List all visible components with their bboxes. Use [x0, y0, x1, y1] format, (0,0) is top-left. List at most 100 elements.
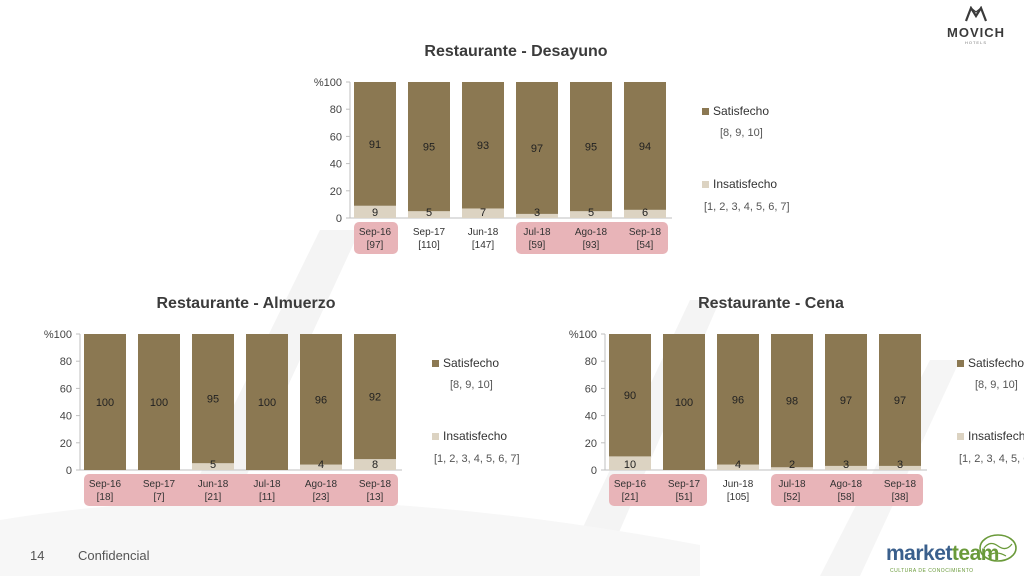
movich-emblem-icon	[964, 5, 988, 22]
data-label-satisfecho: 100	[258, 397, 276, 409]
bar-insatisfecho	[825, 465, 867, 470]
data-label-insatisfecho: 7	[480, 207, 486, 219]
data-label-insatisfecho: 5	[210, 459, 216, 471]
data-label-insatisfecho: 6	[642, 207, 648, 219]
movich-logo-sub: HOTELS	[964, 40, 987, 45]
legend-label-satisfecho: Satisfecho	[968, 356, 1024, 370]
chart-almuerzo: Restaurante - Almuerzo 0 20 40 60 80 %100 100 Se…	[30, 292, 520, 512]
data-label-satisfecho: 100	[96, 397, 114, 409]
chart-svg: 0 20 40 60 80 %100 91 9 Sep-16 [97] 95 5 Sep-17 [110]…	[314, 77, 790, 251]
y-tick-label: %100	[569, 329, 597, 341]
legend-swatch-satisfecho	[432, 360, 439, 367]
x-category-label: Jun-18	[198, 479, 229, 490]
x-sample-size-label: [52]	[784, 492, 801, 503]
bar-insatisfecho	[408, 211, 450, 218]
x-category-label: Sep-16	[89, 479, 122, 490]
legend-swatch-insatisfecho	[432, 433, 439, 440]
x-category-label: Jul-18	[778, 479, 806, 490]
bar-satisfecho	[354, 82, 396, 206]
category-highlight	[354, 222, 398, 254]
data-label-satisfecho: 100	[150, 397, 168, 409]
brain-icon	[979, 534, 1017, 562]
data-label-satisfecho: 96	[732, 394, 744, 406]
bar-insatisfecho	[516, 213, 558, 218]
data-label-satisfecho: 92	[369, 392, 381, 404]
bar-satisfecho	[663, 334, 705, 470]
x-sample-size-label: [51]	[676, 492, 693, 503]
x-category-label: Sep-18	[359, 479, 392, 490]
x-category-label: Sep-17	[668, 479, 701, 490]
data-label-insatisfecho: 3	[534, 207, 540, 219]
y-tick-label: 60	[60, 383, 72, 395]
chart-title: Restaurante - Desayuno	[424, 43, 608, 60]
x-sample-size-label: [18]	[97, 492, 114, 503]
data-label-satisfecho: 91	[369, 139, 381, 151]
data-label-satisfecho: 96	[315, 394, 327, 406]
x-sample-size-label: [13]	[367, 492, 384, 503]
bar-satisfecho	[138, 334, 180, 470]
y-tick-label: 60	[330, 131, 342, 143]
x-sample-size-label: [7]	[153, 492, 164, 503]
marketteam-logo-text-b: team	[951, 542, 1000, 565]
data-label-satisfecho: 94	[639, 141, 651, 153]
y-tick-label: 40	[330, 159, 342, 171]
legend-label-insatisfecho: Insatisfecho	[443, 429, 507, 443]
bar-satisfecho	[408, 82, 450, 212]
x-category-label: Ago-18	[305, 479, 338, 490]
legend-scale-satisfecho: [8, 9, 10]	[450, 379, 493, 391]
bar-satisfecho	[462, 82, 504, 209]
data-label-satisfecho: 97	[531, 143, 543, 155]
data-label-insatisfecho: 4	[735, 459, 741, 471]
x-category-label: Ago-18	[575, 227, 608, 238]
marketteam-logo-tagline: CULTURA DE CONOCIMIENTO	[890, 568, 974, 574]
page-number: 14	[30, 548, 45, 563]
y-tick-label: 40	[585, 411, 597, 423]
data-label-satisfecho: 95	[423, 142, 435, 154]
legend-scale-satisfecho: [8, 9, 10]	[975, 379, 1018, 391]
movich-logo-text: MOVICH	[947, 25, 1005, 40]
x-sample-size-label: [97]	[367, 240, 384, 251]
x-category-label: Sep-17	[413, 227, 446, 238]
data-label-insatisfecho: 10	[624, 459, 636, 471]
chart-svg: 0 20 40 60 80 %100 100 Sep-16 [18] 100 Sep-17 [7] 95…	[44, 329, 520, 503]
chart-desayuno: Restaurante - Desayuno 0 20 40 60 80 %100 91 9 Se…	[300, 40, 790, 260]
data-label-satisfecho: 93	[477, 140, 489, 152]
category-highlight	[609, 474, 707, 506]
x-category-label: Sep-18	[884, 479, 917, 490]
data-label-insatisfecho: 5	[588, 207, 594, 219]
bar-satisfecho	[570, 82, 612, 212]
legend-scale-satisfecho: [8, 9, 10]	[720, 127, 763, 139]
chart-svg: 0 20 40 60 80 %100 90 10 Sep-16 [21] 100 Sep-17 [51]…	[569, 329, 1024, 503]
x-category-label: Sep-16	[614, 479, 647, 490]
data-label-insatisfecho: 2	[789, 459, 795, 471]
data-label-satisfecho: 97	[840, 395, 852, 407]
bar-satisfecho	[516, 82, 558, 214]
x-category-label: Jul-18	[523, 227, 551, 238]
x-category-label: Sep-17	[143, 479, 176, 490]
data-label-insatisfecho: 9	[372, 207, 378, 219]
bar-satisfecho	[354, 334, 396, 460]
chart-title: Restaurante - Cena	[698, 295, 844, 312]
bar-satisfecho	[879, 334, 921, 466]
data-label-insatisfecho: 4	[318, 459, 324, 471]
legend-swatch-insatisfecho	[702, 181, 709, 188]
bar-satisfecho	[192, 334, 234, 464]
x-sample-size-label: [21]	[622, 492, 639, 503]
legend-scale-insatisfecho: [1, 2, 3, 4, 5, 6, 7]	[704, 201, 790, 213]
bar-satisfecho	[246, 334, 288, 470]
category-highlight	[771, 474, 923, 506]
bar-insatisfecho	[354, 459, 396, 470]
y-tick-label: 40	[60, 411, 72, 423]
x-category-label: Jul-18	[253, 479, 281, 490]
legend-label-satisfecho: Satisfecho	[713, 104, 769, 118]
data-label-insatisfecho: 5	[426, 207, 432, 219]
y-tick-label: 80	[330, 104, 342, 116]
y-tick-label: 20	[60, 438, 72, 450]
x-category-label: Ago-18	[830, 479, 863, 490]
category-highlight	[84, 474, 398, 506]
data-label-satisfecho: 90	[624, 390, 636, 402]
data-label-satisfecho: 98	[786, 396, 798, 408]
chart-cena: Restaurante - Cena 0 20 40 60 80 %100 90 10 Sep-1…	[555, 292, 1024, 512]
legend-swatch-insatisfecho	[957, 433, 964, 440]
x-sample-size-label: [105]	[727, 492, 749, 503]
